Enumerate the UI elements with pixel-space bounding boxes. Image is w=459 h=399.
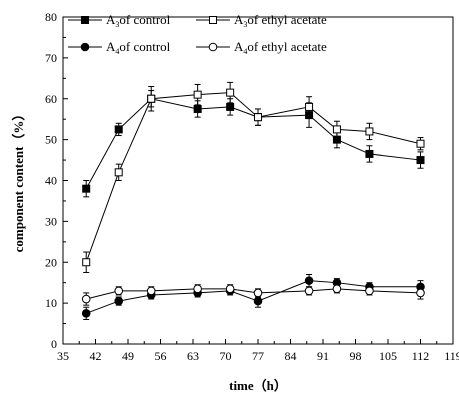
data-point: [193, 284, 202, 294]
x-tick-label: 42: [90, 349, 102, 363]
data-point: [114, 125, 123, 134]
legend-item: A3of control: [68, 12, 171, 29]
x-tick-label: 84: [285, 349, 297, 363]
y-tick-label: 50: [45, 133, 57, 147]
y-tick-label: 70: [45, 51, 57, 65]
data-point: [226, 102, 235, 111]
data-point: [193, 90, 202, 99]
data-point: [304, 286, 314, 296]
data-point: [304, 276, 314, 285]
x-tick-label: 49: [122, 349, 134, 363]
data-point: [114, 168, 123, 177]
legend-marker: [208, 42, 218, 52]
data-point: [253, 296, 263, 306]
legend-label-sub: 4: [115, 47, 119, 56]
x-axis-title: time（h）: [229, 378, 287, 393]
x-tick-label: 105: [379, 349, 397, 363]
series-3: [81, 274, 425, 320]
data-point: [254, 113, 262, 122]
series-line: [85, 98, 421, 189]
data-point: [82, 184, 91, 193]
x-tick-label: 63: [187, 349, 199, 363]
data-point: [365, 286, 374, 296]
x-tick-label: 35: [57, 349, 69, 363]
data-point: [81, 294, 91, 304]
series-line: [86, 280, 421, 314]
x-tick-label: 119: [444, 349, 459, 363]
legend-item: A3of ethyl acetate: [196, 12, 327, 29]
y-tick-label: 0: [51, 337, 57, 351]
data-point: [81, 309, 91, 318]
legend-label: A4of control: [106, 39, 171, 56]
legend-label-main: A: [106, 12, 116, 27]
legend-label-rest: of control: [119, 39, 170, 54]
y-axis-title: component content（%）: [11, 108, 26, 253]
legend-label: A3of control: [106, 12, 171, 29]
data-point: [365, 149, 374, 158]
data-point: [416, 288, 425, 298]
legend-label: A4of ethyl acetate: [234, 39, 327, 56]
data-point: [332, 284, 342, 294]
y-tick-label: 80: [45, 10, 57, 24]
x-tick-label: 70: [220, 349, 232, 363]
y-tick-label: 20: [45, 255, 57, 269]
x-tick-label: 91: [317, 349, 329, 363]
data-point: [82, 258, 91, 267]
data-point: [114, 296, 124, 306]
x-tick-label: 98: [350, 349, 362, 363]
x-tick-label: 56: [155, 349, 167, 363]
data-point: [226, 88, 235, 97]
x-tick-label: 112: [412, 349, 430, 363]
legend-label-rest: of ethyl acetate: [247, 39, 327, 54]
x-tick-label: 77: [252, 349, 264, 363]
data-point: [332, 125, 341, 134]
legend-item: A4of control: [68, 39, 171, 56]
data-point: [225, 284, 235, 294]
series-2: [82, 81, 425, 273]
series-layer: [81, 81, 425, 320]
y-tick-label: 30: [45, 214, 57, 228]
y-axis: 0 10 20 30 40 50 60 70 80: [45, 10, 68, 351]
legend-label-sub: 4: [243, 47, 247, 56]
data-point: [146, 286, 156, 296]
legend-label-rest: of control: [119, 12, 170, 27]
legend-label-sub: 3: [115, 20, 119, 29]
legend-label-main: A: [234, 39, 244, 54]
data-point: [416, 156, 425, 165]
data-point: [147, 94, 156, 103]
data-point: [193, 104, 202, 113]
legend-label-main: A: [234, 12, 244, 27]
series-line: [86, 288, 421, 300]
legend-label-sub: 3: [243, 20, 247, 29]
series-4: [81, 284, 425, 306]
x-axis: 35 42 49 56 63 70 77 84 91 98 105 112 119: [57, 339, 459, 363]
legend-marker: [80, 42, 90, 52]
legend-item: A4of ethyl acetate: [196, 39, 327, 56]
y-tick-label: 10: [45, 296, 57, 310]
data-point: [365, 127, 374, 136]
legend-label-rest: of ethyl acetate: [247, 12, 327, 27]
data-point: [305, 102, 314, 111]
data-point: [253, 288, 263, 298]
legend-label: A3of ethyl acetate: [234, 12, 327, 29]
data-point: [114, 286, 124, 296]
legend-marker: [81, 16, 89, 24]
y-tick-label: 40: [45, 174, 57, 188]
legend-marker: [209, 16, 217, 24]
data-point: [416, 139, 425, 148]
series-line: [85, 92, 421, 263]
y-tick-label: 60: [45, 92, 57, 106]
legend-label-main: A: [106, 39, 116, 54]
series-1: [82, 90, 425, 198]
